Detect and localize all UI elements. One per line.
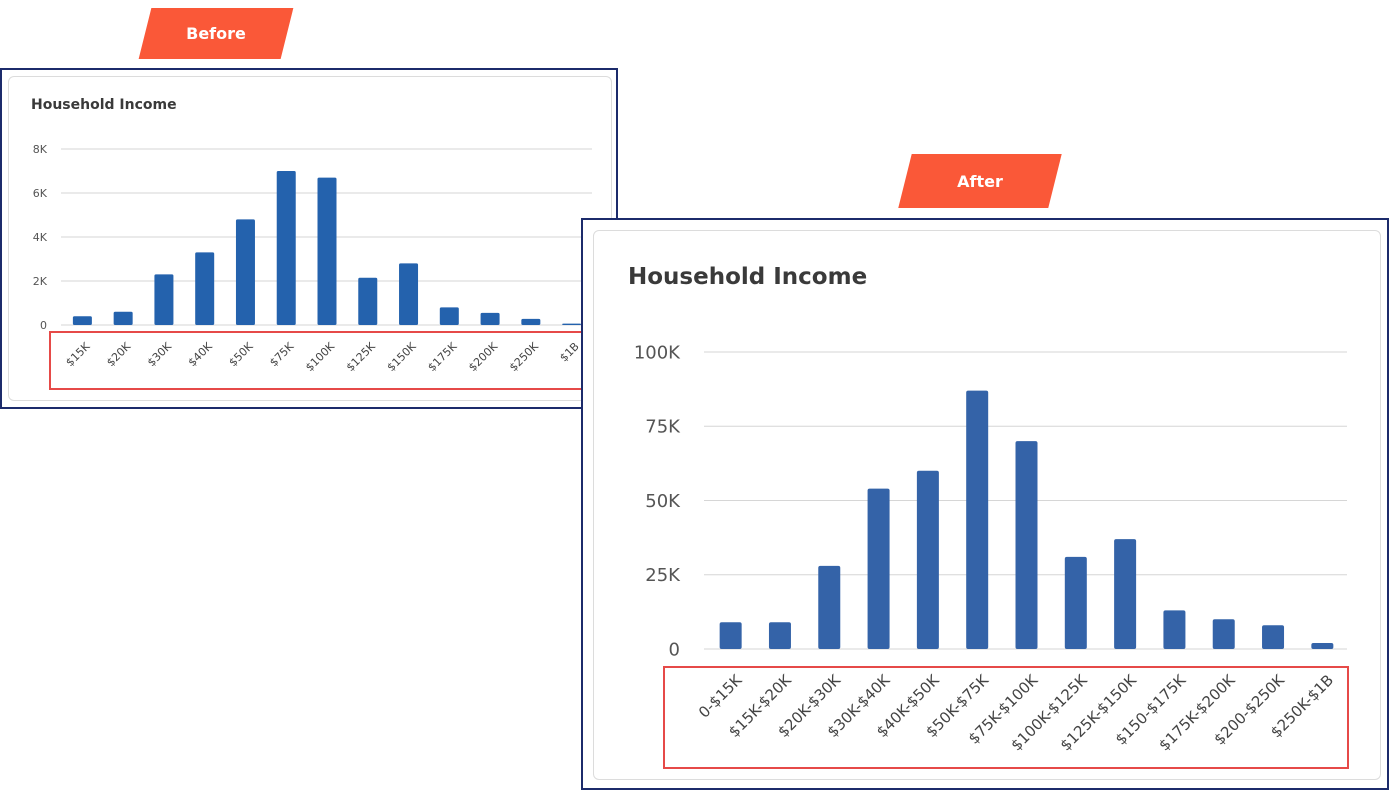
after-chart-card: Household Income 0 25K 50K 75K 100K 0-$15K $15… — [593, 230, 1381, 780]
after-bar — [1114, 539, 1137, 649]
before-xtick-label: $200K — [466, 339, 501, 374]
after-bar — [818, 565, 841, 649]
before-tag: Before — [138, 8, 294, 59]
after-bar — [1015, 441, 1038, 649]
before-bar — [113, 311, 133, 325]
after-bar — [768, 622, 791, 649]
before-bar — [235, 219, 255, 325]
after-ytick-label: 25K — [645, 565, 681, 586]
after-tag: After — [898, 154, 1062, 208]
before-xtick-label: $250K — [507, 339, 542, 374]
before-xtick-label: $20K — [104, 339, 134, 369]
before-xtick-label: $125K — [344, 339, 379, 374]
before-chart-card: Household Income 0 2K 4K 6K 8K $15K $20K $30K $4… — [8, 76, 612, 401]
after-chart-title: Household Income — [628, 264, 868, 290]
after-bar — [719, 622, 742, 649]
before-bar — [562, 323, 582, 325]
before-xtick-label: $40K — [186, 339, 216, 369]
after-bar — [867, 488, 890, 649]
before-ytick-label: 4K — [33, 231, 48, 244]
before-xtick-label: $150K — [385, 339, 420, 374]
after-bar — [1262, 625, 1285, 649]
after-ytick-label: 0 — [669, 639, 680, 660]
before-chart-title: Household Income — [31, 97, 177, 113]
before-bar — [317, 177, 337, 325]
before-xtick-label: $15K — [63, 339, 93, 369]
before-bar — [358, 277, 378, 325]
before-xtick-label: $175K — [425, 339, 460, 374]
before-bar — [195, 252, 215, 325]
before-bar — [439, 307, 459, 325]
after-label: After — [957, 171, 1003, 191]
after-bar — [1163, 610, 1186, 649]
after-ytick-label: 100K — [634, 342, 681, 363]
after-bar — [1064, 556, 1087, 649]
before-ytick-label: 2K — [33, 275, 48, 288]
before-bar — [480, 312, 500, 325]
before-ytick-label: 0 — [40, 319, 47, 332]
after-bar — [966, 390, 989, 649]
after-panel: Household Income 0 25K 50K 75K 100K 0-$15K $15… — [581, 218, 1389, 790]
before-bar — [276, 171, 296, 325]
before-ytick-label: 6K — [33, 187, 48, 200]
after-ytick-label: 75K — [645, 417, 681, 438]
after-label-highlight-box — [663, 666, 1349, 769]
before-bar — [154, 274, 174, 325]
before-bar — [72, 316, 92, 325]
before-xtick-label: $30K — [145, 339, 175, 369]
before-xtick-label: $75K — [267, 339, 297, 369]
after-bar — [916, 470, 939, 649]
before-xtick-label: $100K — [303, 339, 338, 374]
after-bar — [1311, 643, 1334, 649]
before-panel: Household Income 0 2K 4K 6K 8K $15K $20K $30K $4… — [0, 68, 618, 409]
before-xtick-label: $50K — [226, 339, 256, 369]
after-ytick-label: 50K — [645, 491, 681, 512]
before-bar — [521, 318, 541, 325]
before-ytick-label: 8K — [33, 143, 48, 156]
before-bar — [399, 263, 419, 325]
before-label: Before — [186, 24, 246, 43]
after-bar — [1212, 619, 1235, 649]
after-chart: 025K50K75K100K0-$15K$15K-$20K$20K-$30K$3… — [634, 342, 1349, 769]
before-xtick-label: $1B — [557, 340, 581, 364]
